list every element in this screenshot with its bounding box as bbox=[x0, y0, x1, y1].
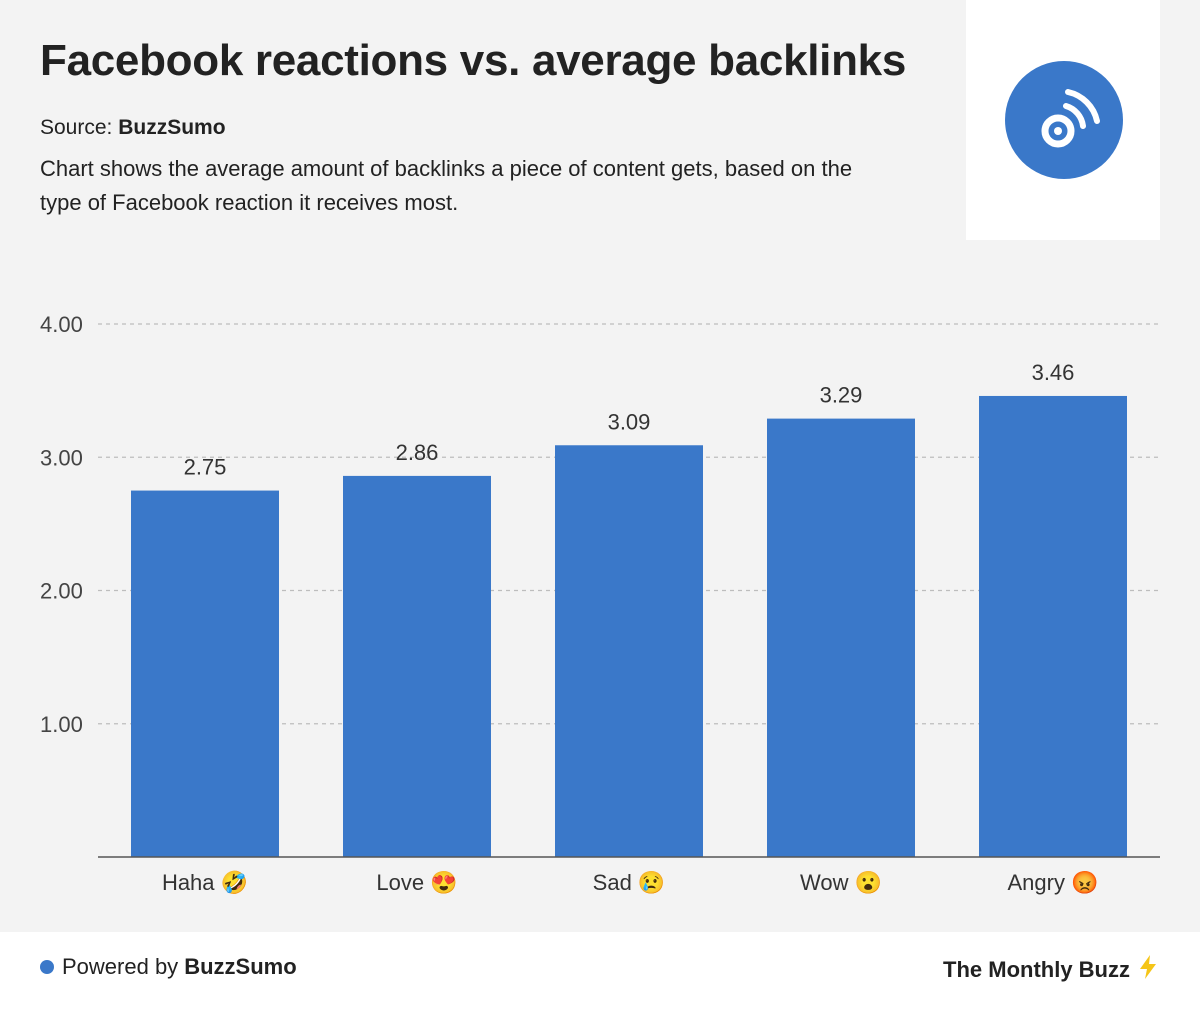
data-label: 2.86 bbox=[396, 440, 439, 465]
bar bbox=[343, 475, 491, 857]
lightning-icon bbox=[1138, 954, 1158, 986]
x-tick-label: Love 😍 bbox=[376, 870, 457, 895]
y-tick-label: 3.00 bbox=[40, 445, 83, 470]
bars bbox=[131, 395, 1127, 857]
source-line: Source: BuzzSumo bbox=[40, 116, 226, 140]
value-labels: 2.75 2.86 3.09 3.29 3.46 bbox=[184, 360, 1075, 480]
x-tick-label: Haha 🤣 bbox=[162, 870, 248, 897]
axis-tick-labels: 1.00 2.00 3.00 4.00 Haha 🤣 Love 😍 Sad 😢 Wow 😮 An… bbox=[40, 312, 1098, 897]
y-tick-label: 2.00 bbox=[40, 579, 83, 604]
data-label: 3.29 bbox=[820, 383, 863, 408]
signal-waves-icon bbox=[1005, 61, 1123, 179]
source-name: BuzzSumo bbox=[118, 116, 226, 139]
bar bbox=[979, 395, 1127, 857]
logo-panel bbox=[966, 0, 1160, 240]
chart-description: Chart shows the average amount of backli… bbox=[40, 156, 853, 215]
bar bbox=[767, 418, 915, 857]
bar bbox=[131, 490, 279, 857]
x-tick-label: Sad 😢 bbox=[593, 870, 666, 895]
data-label: 3.46 bbox=[1032, 360, 1075, 385]
x-tick-label: Wow 😮 bbox=[800, 870, 882, 895]
bar bbox=[555, 445, 703, 857]
data-label: 3.09 bbox=[608, 409, 651, 434]
bar-chart: 2.75 2.86 3.09 3.29 3.46 1.00 2.00 3.00 4.00 Hah… bbox=[40, 312, 1160, 897]
footer: Powered by BuzzSumo The Monthly Buzz bbox=[0, 932, 1200, 1020]
newsletter-brand: The Monthly Buzz bbox=[943, 954, 1158, 986]
y-tick-label: 1.00 bbox=[40, 712, 83, 737]
powered-by: Powered by BuzzSumo bbox=[40, 954, 297, 980]
source-label: Source: bbox=[40, 116, 113, 139]
x-tick-label: Angry 😡 bbox=[1008, 870, 1099, 895]
powered-label: Powered by bbox=[62, 954, 179, 979]
brand-dot-icon bbox=[40, 960, 54, 974]
brand-name: The Monthly Buzz bbox=[943, 957, 1130, 982]
y-tick-label: 4.00 bbox=[40, 312, 83, 337]
data-label: 2.75 bbox=[184, 455, 227, 480]
powered-name: BuzzSumo bbox=[184, 954, 297, 979]
chart-title: Facebook reactions vs. average backlinks bbox=[40, 36, 907, 85]
